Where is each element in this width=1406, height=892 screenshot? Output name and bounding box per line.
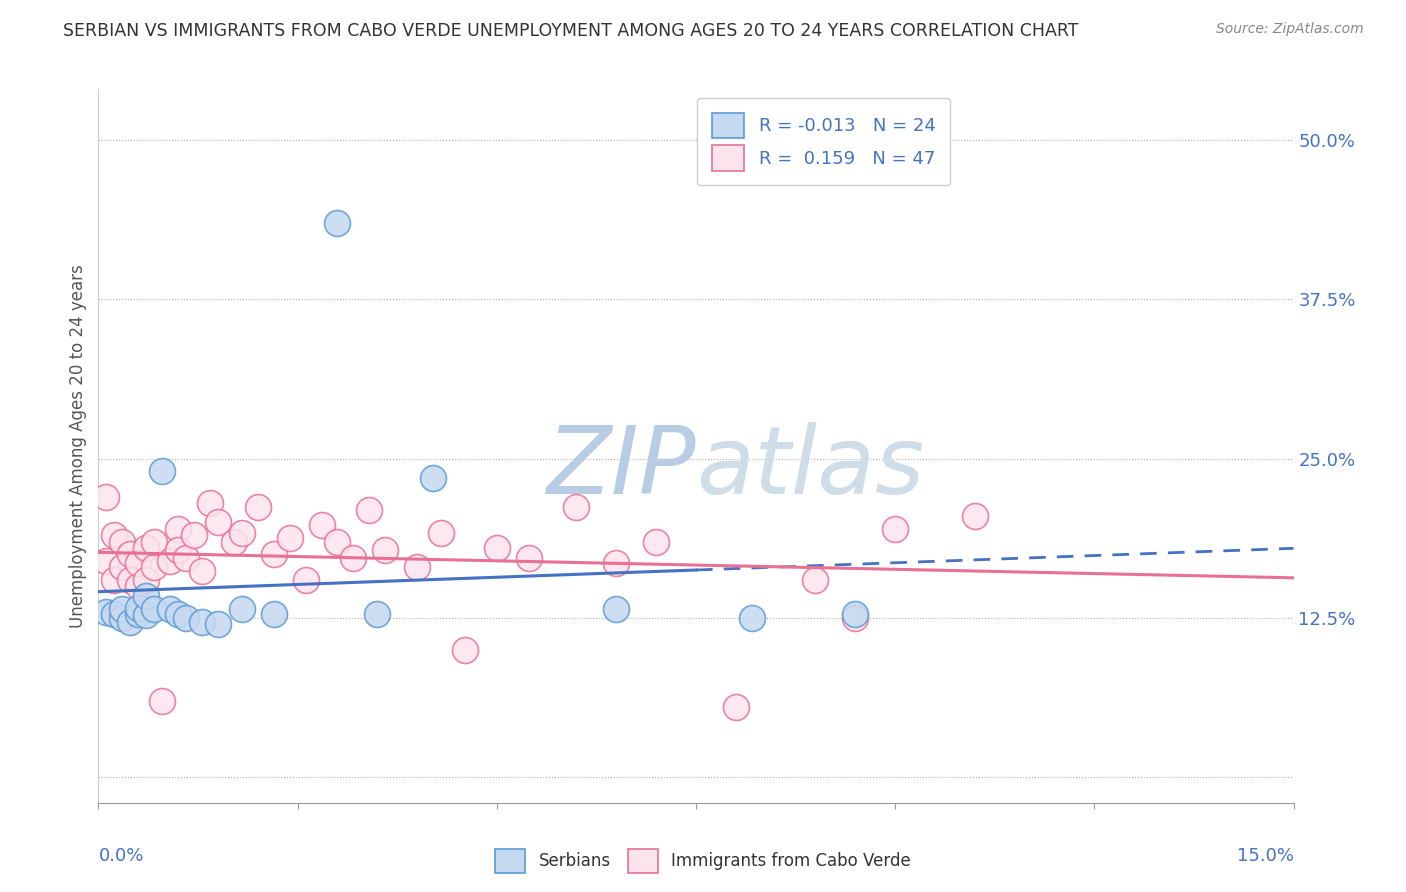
Point — [127, 579, 149, 593]
Point — [222, 534, 245, 549]
Text: 0.0%: 0.0% — [98, 847, 143, 865]
Point — [605, 602, 627, 616]
Point — [135, 573, 157, 587]
Point — [191, 564, 214, 578]
Point — [135, 541, 157, 555]
Point — [485, 541, 508, 555]
Point — [96, 554, 118, 568]
Point — [127, 607, 149, 622]
Point — [111, 611, 134, 625]
Point — [111, 560, 134, 574]
Point — [198, 496, 221, 510]
Point — [963, 509, 986, 524]
Point — [167, 522, 190, 536]
Point — [366, 607, 388, 622]
Point — [174, 611, 197, 625]
Point — [422, 471, 444, 485]
Point — [342, 551, 364, 566]
Text: atlas: atlas — [696, 422, 924, 513]
Point — [127, 556, 149, 570]
Point — [741, 611, 763, 625]
Point — [135, 590, 157, 604]
Point — [565, 500, 588, 515]
Point — [127, 600, 149, 615]
Point — [294, 573, 316, 587]
Point — [263, 547, 285, 561]
Point — [207, 617, 229, 632]
Point — [231, 602, 253, 616]
Point — [311, 518, 333, 533]
Point — [278, 531, 301, 545]
Text: ZIP: ZIP — [547, 422, 696, 513]
Point — [143, 560, 166, 574]
Text: 15.0%: 15.0% — [1236, 847, 1294, 865]
Point — [150, 465, 173, 479]
Point — [96, 490, 118, 504]
Point — [159, 554, 181, 568]
Text: Source: ZipAtlas.com: Source: ZipAtlas.com — [1216, 22, 1364, 37]
Point — [103, 607, 125, 622]
Point — [517, 551, 540, 566]
Point — [103, 528, 125, 542]
Point — [374, 543, 396, 558]
Point — [120, 547, 142, 561]
Point — [143, 534, 166, 549]
Point — [111, 534, 134, 549]
Point — [191, 615, 214, 629]
Legend: R = -0.013   N = 24, R =  0.159   N = 47: R = -0.013 N = 24, R = 0.159 N = 47 — [697, 98, 950, 186]
Point — [111, 602, 134, 616]
Point — [406, 560, 429, 574]
Point — [120, 573, 142, 587]
Point — [884, 522, 907, 536]
Point — [844, 607, 866, 622]
Y-axis label: Unemployment Among Ages 20 to 24 years: Unemployment Among Ages 20 to 24 years — [69, 264, 87, 628]
Point — [174, 551, 197, 566]
Point — [159, 602, 181, 616]
Point — [120, 615, 142, 629]
Point — [167, 543, 190, 558]
Point — [231, 525, 253, 540]
Legend: Serbians, Immigrants from Cabo Verde: Serbians, Immigrants from Cabo Verde — [489, 842, 917, 880]
Point — [359, 502, 381, 516]
Point — [844, 611, 866, 625]
Point — [326, 534, 349, 549]
Point — [103, 573, 125, 587]
Point — [454, 643, 477, 657]
Point — [724, 700, 747, 714]
Point — [246, 500, 269, 515]
Point — [135, 608, 157, 623]
Point — [143, 602, 166, 616]
Point — [605, 556, 627, 570]
Point — [96, 605, 118, 619]
Point — [263, 607, 285, 622]
Point — [430, 525, 453, 540]
Point — [150, 694, 173, 708]
Point — [167, 607, 190, 622]
Point — [207, 516, 229, 530]
Text: SERBIAN VS IMMIGRANTS FROM CABO VERDE UNEMPLOYMENT AMONG AGES 20 TO 24 YEARS COR: SERBIAN VS IMMIGRANTS FROM CABO VERDE UN… — [63, 22, 1078, 40]
Point — [183, 528, 205, 542]
Point — [326, 216, 349, 230]
Point — [645, 534, 668, 549]
Point — [804, 573, 827, 587]
